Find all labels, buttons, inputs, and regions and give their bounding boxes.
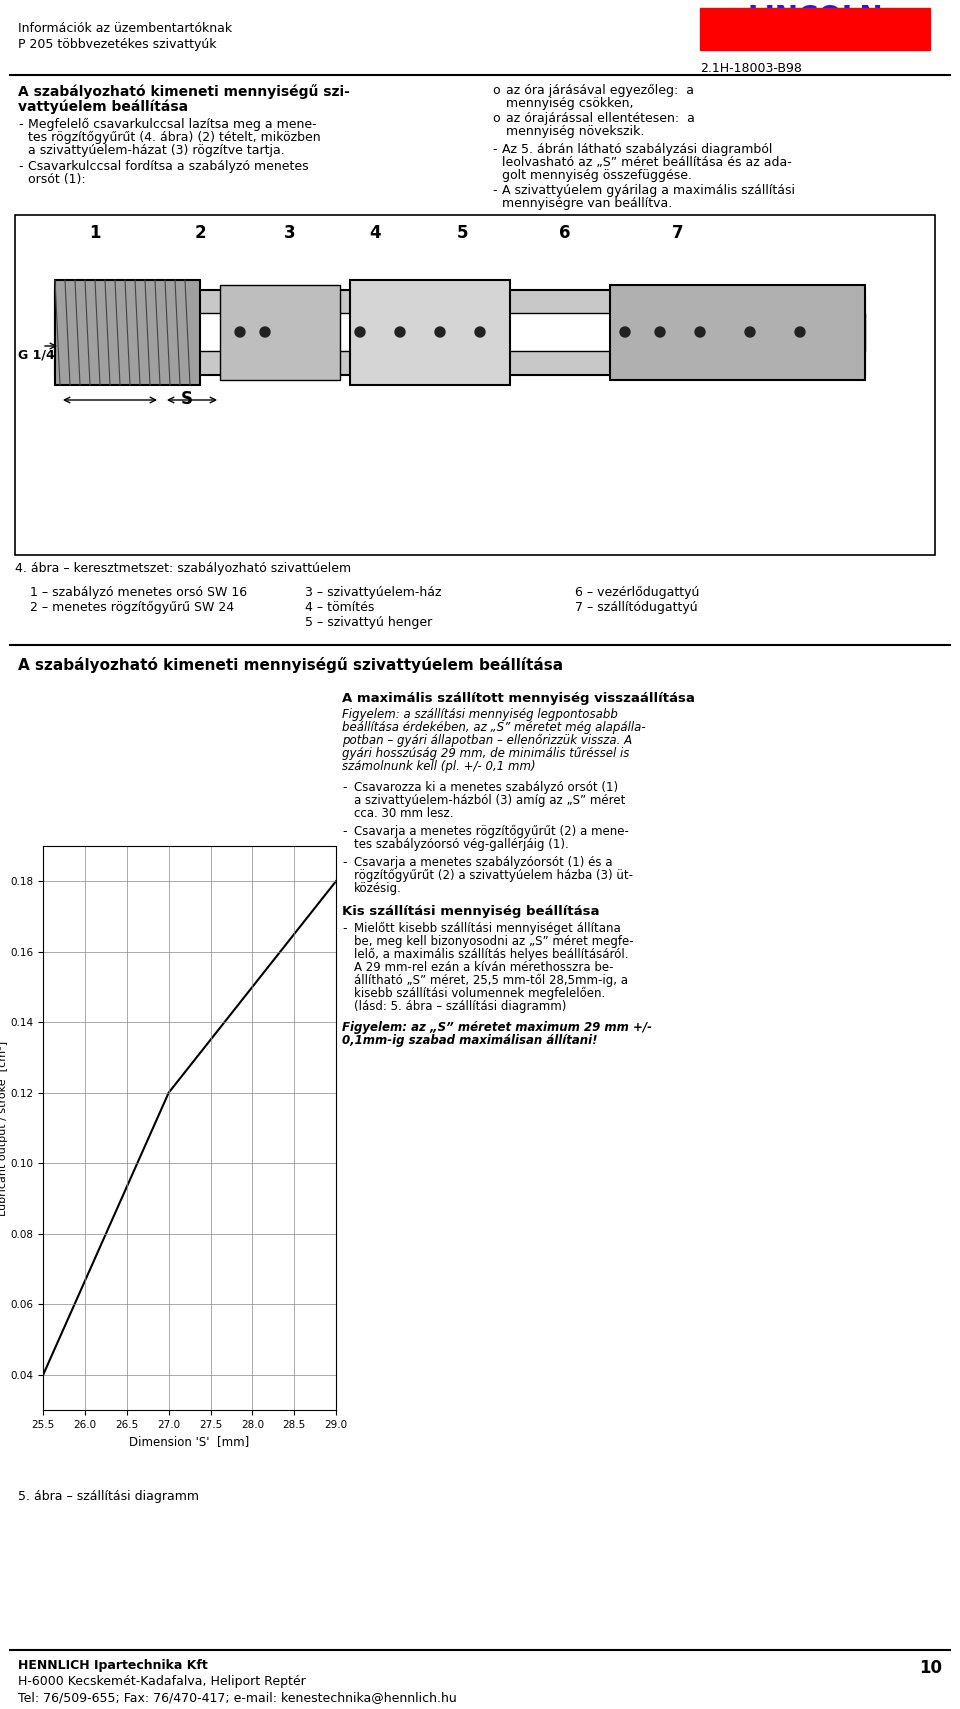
Text: G 1/4: G 1/4 (18, 349, 55, 361)
Text: A szabályozható kimeneti mennyiségű szivattyúelem beállítása: A szabályozható kimeneti mennyiségű sziv… (18, 656, 564, 673)
Text: -: - (342, 921, 347, 935)
Text: 5 – szivattyú henger: 5 – szivattyú henger (305, 615, 432, 629)
Text: beállítása érdekében, az „S” méretet még alapálla-: beállítása érdekében, az „S” méretet még… (342, 721, 646, 733)
Text: állítható „S” méret, 25,5 mm-től 28,5mm-ig, a: állítható „S” méret, 25,5 mm-től 28,5mm-… (354, 974, 628, 988)
Circle shape (260, 326, 270, 337)
Text: mennyiség csökken,: mennyiség csökken, (506, 97, 634, 109)
Text: 2 – menetes rögzítőgyűrű SW 24: 2 – menetes rögzítőgyűrű SW 24 (30, 602, 234, 614)
Bar (700, 9, 930, 50)
Text: Csavarja a menetes szabályzóorsót (1) és a: Csavarja a menetes szabályzóorsót (1) és… (354, 856, 612, 868)
Text: mennyiség növekszik.: mennyiség növekszik. (506, 125, 644, 138)
Text: 4: 4 (370, 224, 381, 243)
Text: -: - (492, 144, 496, 156)
Circle shape (745, 326, 755, 337)
Text: golt mennyiség összefüggése.: golt mennyiség összefüggése. (502, 169, 692, 181)
Text: H-6000 Kecskemét-Kadafalva, Heliport Reptér: H-6000 Kecskemét-Kadafalva, Heliport Rep… (18, 1675, 305, 1688)
Text: be, meg kell bizonyosodni az „S” méret megfe-: be, meg kell bizonyosodni az „S” méret m… (354, 935, 634, 948)
Bar (55, 280, 200, 385)
Y-axis label: Lubricant output / stroke  [cm³]: Lubricant output / stroke [cm³] (0, 1041, 8, 1215)
Text: 2.1H-18003-B98: 2.1H-18003-B98 (700, 62, 802, 75)
Text: Információk az üzembentartóknak: Információk az üzembentartóknak (18, 22, 232, 34)
Text: orsót (1):: orsót (1): (28, 173, 85, 186)
Text: o: o (492, 84, 499, 97)
Text: mennyiségre van beállítva.: mennyiségre van beállítva. (502, 197, 672, 210)
Text: cca. 30 mm lesz.: cca. 30 mm lesz. (354, 807, 453, 820)
Text: A 29 mm-rel ezán a kíván mérethosszra be-: A 29 mm-rel ezán a kíván mérethosszra be… (354, 960, 613, 974)
Circle shape (395, 326, 405, 337)
Text: 7: 7 (672, 224, 684, 243)
Text: leolvasható az „S” méret beállítása és az ada-: leolvasható az „S” méret beállítása és a… (502, 156, 792, 169)
Text: kisebb szállítási volumennek megfelelően.: kisebb szállítási volumennek megfelelően… (354, 988, 605, 1000)
Text: -: - (342, 856, 347, 868)
Bar (220, 285, 340, 379)
Text: számolnunk kell (pl. +/- 0,1 mm): számolnunk kell (pl. +/- 0,1 mm) (342, 761, 536, 772)
Text: Az 5. ábrán látható szabályzási diagramból: Az 5. ábrán látható szabályzási diagramb… (502, 144, 773, 156)
Text: 1: 1 (89, 224, 101, 243)
Text: (lásd: 5. ábra – szállítási diagramm): (lásd: 5. ábra – szállítási diagramm) (354, 1000, 566, 1013)
Text: Csavarja a menetes rögzítőgyűrűt (2) a mene-: Csavarja a menetes rögzítőgyűrűt (2) a m… (354, 825, 629, 837)
Text: az óra járásával egyezőleg:  a: az óra járásával egyezőleg: a (506, 84, 694, 97)
Text: -: - (342, 781, 347, 795)
Bar (350, 280, 510, 385)
Text: A maximális szállított mennyiség visszaállítása: A maximális szállított mennyiség visszaá… (342, 692, 695, 706)
Text: rögzítőgyűrűt (2) a szivattyúelem házba (3) üt-: rögzítőgyűrűt (2) a szivattyúelem házba … (354, 868, 633, 882)
Text: LINCOLN: LINCOLN (747, 3, 883, 32)
Text: Figyelem: az „S” méretet maximum 29 mm +/-: Figyelem: az „S” méretet maximum 29 mm +… (342, 1020, 652, 1034)
Text: 6: 6 (560, 224, 571, 243)
Text: 7 – szállítódugattyú: 7 – szállítódugattyú (575, 602, 698, 614)
Text: 0,1mm-ig szabad maximálisan állítani!: 0,1mm-ig szabad maximálisan állítani! (342, 1034, 597, 1048)
Text: tes rögzítőgyűrűt (4. ábra) (2) tételt, miközben: tes rögzítőgyűrűt (4. ábra) (2) tételt, … (28, 132, 321, 144)
Text: közésig.: közésig. (354, 882, 402, 896)
Bar (610, 285, 865, 379)
Text: 4 – tömítés: 4 – tömítés (305, 602, 374, 614)
Text: a szivattyúelem-házat (3) rögzítve tartja.: a szivattyúelem-házat (3) rögzítve tartj… (28, 144, 285, 157)
Bar (55, 313, 865, 350)
Text: az órajárással ellentétesen:  a: az órajárással ellentétesen: a (506, 113, 695, 125)
Circle shape (355, 326, 365, 337)
Text: S: S (181, 390, 193, 408)
Text: Csavarkulccsal fordítsa a szabályzó menetes: Csavarkulccsal fordítsa a szabályzó mene… (28, 161, 308, 173)
Bar (55, 291, 865, 374)
Circle shape (695, 326, 705, 337)
Text: potban – gyári állapotban – ellenőrizzük vissza. A: potban – gyári állapotban – ellenőrizzük… (342, 733, 632, 747)
Text: -: - (18, 161, 22, 173)
Circle shape (795, 326, 805, 337)
Text: gyári hosszúság 29 mm, de minimális tűréssel is: gyári hosszúság 29 mm, de minimális tűré… (342, 747, 630, 761)
Circle shape (435, 326, 445, 337)
Circle shape (235, 326, 245, 337)
Text: lelő, a maximális szállítás helyes beállításáról.: lelő, a maximális szállítás helyes beáll… (354, 948, 629, 960)
Text: Mielőtt kisebb szállítási mennyiséget állítana: Mielőtt kisebb szállítási mennyiséget ál… (354, 921, 621, 935)
Text: ®: ® (922, 46, 930, 55)
Text: Csavarozza ki a menetes szabályzó orsót (1): Csavarozza ki a menetes szabályzó orsót … (354, 781, 618, 795)
Text: A szivattyúelem gyárilag a maximális szállítási: A szivattyúelem gyárilag a maximális szá… (502, 185, 795, 197)
Text: -: - (18, 118, 22, 132)
Text: 4. ábra – keresztmetszet: szabályozható szivattúelem: 4. ábra – keresztmetszet: szabályozható … (15, 562, 351, 574)
Text: P 205 többvezetékes szivattyúk: P 205 többvezetékes szivattyúk (18, 38, 217, 51)
Text: 6 – vezérlődugattyú: 6 – vezérlődugattyú (575, 586, 700, 600)
X-axis label: Dimension 'S'  [mm]: Dimension 'S' [mm] (130, 1436, 250, 1448)
Text: vattyúelem beállítása: vattyúelem beállítása (18, 99, 188, 113)
Text: 3 – szivattyúelem-ház: 3 – szivattyúelem-ház (305, 586, 442, 598)
Text: Tel: 76/509-655; Fax: 76/470-417; e-mail: kenestechnika@hennlich.hu: Tel: 76/509-655; Fax: 76/470-417; e-mail… (18, 1690, 457, 1704)
Text: -: - (342, 825, 347, 837)
Bar (15, 215, 935, 555)
Text: 5: 5 (456, 224, 468, 243)
Text: Figyelem: a szállítási mennyiség legpontosabb: Figyelem: a szállítási mennyiség legpont… (342, 708, 618, 721)
Circle shape (475, 326, 485, 337)
Text: -: - (492, 185, 496, 197)
Text: 2: 2 (194, 224, 205, 243)
Circle shape (620, 326, 630, 337)
Text: 10: 10 (919, 1659, 942, 1677)
Text: o: o (492, 113, 499, 125)
Circle shape (655, 326, 665, 337)
Text: 1 – szabályzó menetes orsó SW 16: 1 – szabályzó menetes orsó SW 16 (30, 586, 247, 598)
Text: a szivattyúelem-házból (3) amíg az „S” méret: a szivattyúelem-házból (3) amíg az „S” m… (354, 795, 625, 807)
Text: A szabályozható kimeneti mennyiségű szi-: A szabályozható kimeneti mennyiségű szi- (18, 84, 349, 99)
Text: Megfelelő csavarkulccsal lazítsa meg a mene-: Megfelelő csavarkulccsal lazítsa meg a m… (28, 118, 317, 132)
Text: HENNLICH Ipartechnika Kft: HENNLICH Ipartechnika Kft (18, 1659, 207, 1671)
Text: tes szabályzóorsó vég-gallérjáig (1).: tes szabályzóorsó vég-gallérjáig (1). (354, 837, 568, 851)
Text: Kis szállítási mennyiség beállítása: Kis szállítási mennyiség beállítása (342, 906, 599, 918)
Text: 3: 3 (284, 224, 296, 243)
Text: 5. ábra – szállítási diagramm: 5. ábra – szállítási diagramm (18, 1490, 199, 1502)
